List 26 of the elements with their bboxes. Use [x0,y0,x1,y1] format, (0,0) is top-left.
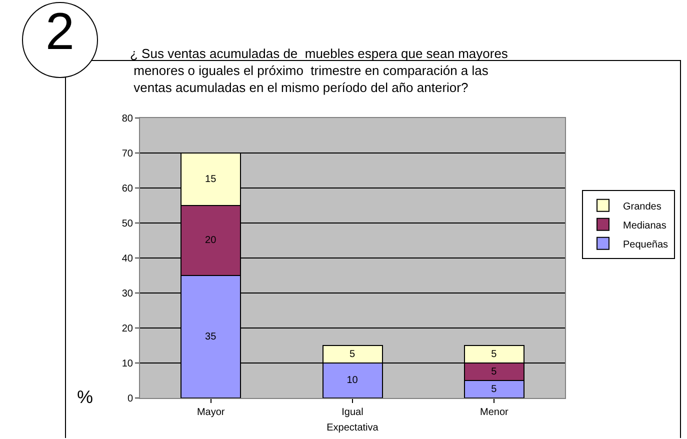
data-label: 35 [205,331,217,342]
y-tick-label: 60 [122,184,134,194]
y-tick-label: 0 [127,394,134,404]
y-tick-label: 10 [122,358,134,370]
x-tick-label: Menor [480,407,510,418]
y-tick-label: 20 [122,324,134,334]
data-label: 20 [205,235,217,246]
legend-label: Pequeñas [623,239,668,250]
x-axis-title: Expectativa [326,422,379,434]
legend-label: Grandes [623,201,662,212]
x-tick-label: Igual [342,407,364,418]
data-label: 5 [491,366,498,378]
chart-title: ¿ Sus ventas acumuladas de muebles espera que sean mayores menores o iguales el próximo trimestre en comparación a las ventas acumuladas en el mismo período del año anterior? [130,46,508,95]
y-tick-label: 40 [122,254,134,264]
y-tick-label: 70 [122,148,134,160]
data-label: 15 [205,174,217,185]
y-tick-label: 30 [122,288,134,300]
y-tick-label: 50 [122,218,134,230]
y-tick-label: 80 [122,114,134,124]
legend-label: Medianas [623,220,666,232]
data-label: 5 [491,348,498,360]
data-label: 5 [350,348,356,360]
x-tick-label: Mayor [196,407,226,418]
y-axis-title: % [77,387,94,407]
data-label: 10 [346,375,358,386]
data-label: 5 [491,384,498,395]
